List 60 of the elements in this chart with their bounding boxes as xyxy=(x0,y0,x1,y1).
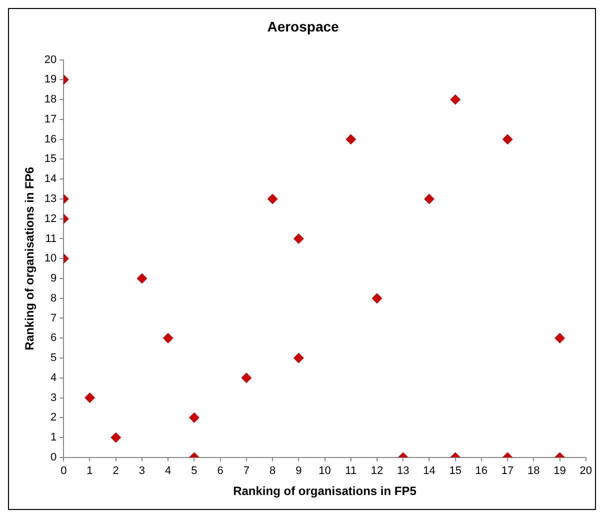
x-tick-label: 16 xyxy=(475,465,488,478)
x-tick-label: 18 xyxy=(528,465,540,478)
x-tick-label: 20 xyxy=(580,465,592,478)
y-tick-label: 0 xyxy=(50,451,57,464)
x-tick-label: 19 xyxy=(554,465,566,478)
point xyxy=(110,432,121,443)
y-tick-label: 12 xyxy=(44,212,57,225)
x-tick-label: 15 xyxy=(449,465,462,478)
x-tick-label: 12 xyxy=(370,465,384,478)
y-tick-label: 2 xyxy=(50,412,57,424)
y-tick-label: 15 xyxy=(44,153,57,166)
y-tick-label: 16 xyxy=(44,133,57,146)
x-tick-label: 6 xyxy=(217,465,224,478)
chart-title: Aerospace xyxy=(267,18,340,34)
y-tick-label: 14 xyxy=(44,173,57,186)
y-tick-label: 4 xyxy=(50,372,57,384)
y-tick-label: 13 xyxy=(44,192,57,205)
y-tick-label: 9 xyxy=(50,272,57,285)
point xyxy=(163,333,174,344)
y-tick-label: 5 xyxy=(50,352,57,364)
point xyxy=(189,412,200,423)
y-tick-label: 7 xyxy=(50,312,57,324)
x-tick-label: 7 xyxy=(243,465,250,478)
x-tick-label: 8 xyxy=(269,465,276,478)
y-tick-label: 19 xyxy=(44,74,57,86)
y-tick-label: 11 xyxy=(45,232,57,245)
point xyxy=(424,194,434,204)
x-tick-label: 4 xyxy=(165,465,172,478)
x-tick-label: 10 xyxy=(318,465,331,478)
point xyxy=(294,234,304,244)
x-tick-label: 0 xyxy=(60,465,67,478)
x-tick-label: 17 xyxy=(501,465,514,478)
point xyxy=(502,134,513,144)
y-tick-label: 20 xyxy=(44,54,57,66)
x-tick-label: 14 xyxy=(423,465,436,478)
x-tick-label: 13 xyxy=(396,465,410,478)
y-tick-label: 18 xyxy=(44,94,57,106)
y-axis-title: Ranking of organisations in FP6 xyxy=(22,166,37,350)
point xyxy=(450,94,460,105)
point xyxy=(372,293,382,304)
point xyxy=(241,372,252,383)
point xyxy=(554,333,565,344)
x-tick-label: 1 xyxy=(86,465,93,478)
y-tick-label: 1 xyxy=(50,432,57,444)
point xyxy=(268,194,278,204)
y-tick-label: 17 xyxy=(44,113,57,126)
point xyxy=(294,353,304,363)
y-tick-label: 3 xyxy=(50,392,57,404)
x-tick-label: 5 xyxy=(191,465,198,478)
point xyxy=(84,392,95,403)
point xyxy=(346,134,356,144)
x-tick-label: 9 xyxy=(296,465,302,478)
y-tick-label: 6 xyxy=(50,332,57,344)
x-tick-label: 11 xyxy=(345,465,357,478)
x-tick-label: 3 xyxy=(138,465,146,478)
x-tick-label: 2 xyxy=(112,465,119,478)
point xyxy=(136,273,147,284)
y-tick-label: 8 xyxy=(50,292,57,304)
y-tick-label: 10 xyxy=(44,252,57,265)
x-axis-title: Ranking of organisations in FP5 xyxy=(233,484,417,498)
